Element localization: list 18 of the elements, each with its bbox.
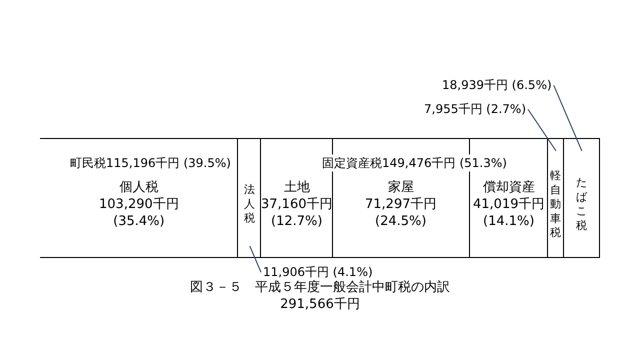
data-label: 18,939千円 (6.5%) — [442, 78, 552, 92]
data-label: 41,019千円 (14.1%) — [473, 196, 544, 229]
text: 図３－５ 平成５年度一般会計中町税の内訳 — [190, 279, 450, 295]
series-label: 軽自動車税 — [550, 169, 561, 240]
series-label: 償却資産 — [482, 179, 535, 195]
annotation: 町民税115,196千円 (39.5%) — [70, 156, 231, 170]
series-label: 個人税 — [119, 180, 158, 195]
series-label: 家屋 — [388, 179, 414, 195]
series-label: たばこ税 — [576, 176, 588, 232]
series-label: 法人税 — [244, 183, 255, 225]
data-label: 71,297千円 (24.5%) — [365, 196, 436, 229]
data-label: 103,290千円 (35.4%) — [99, 196, 179, 229]
annotation: 固定資産税149,476千円 (51.3%) — [322, 156, 507, 170]
data-label: 7,955千円 (2.7%) — [424, 102, 526, 116]
data-label: 37,160千円 (12.7%) — [261, 196, 332, 229]
series-label: 土地 — [284, 180, 310, 195]
text: 291,566千円 — [280, 296, 360, 312]
data-label: 11,906千円 (4.1%) — [263, 265, 373, 279]
